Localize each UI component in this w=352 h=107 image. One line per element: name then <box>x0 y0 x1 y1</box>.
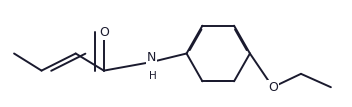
Text: O: O <box>268 81 278 94</box>
Text: O: O <box>99 26 109 39</box>
Text: H: H <box>149 71 157 81</box>
Text: N: N <box>147 51 156 64</box>
